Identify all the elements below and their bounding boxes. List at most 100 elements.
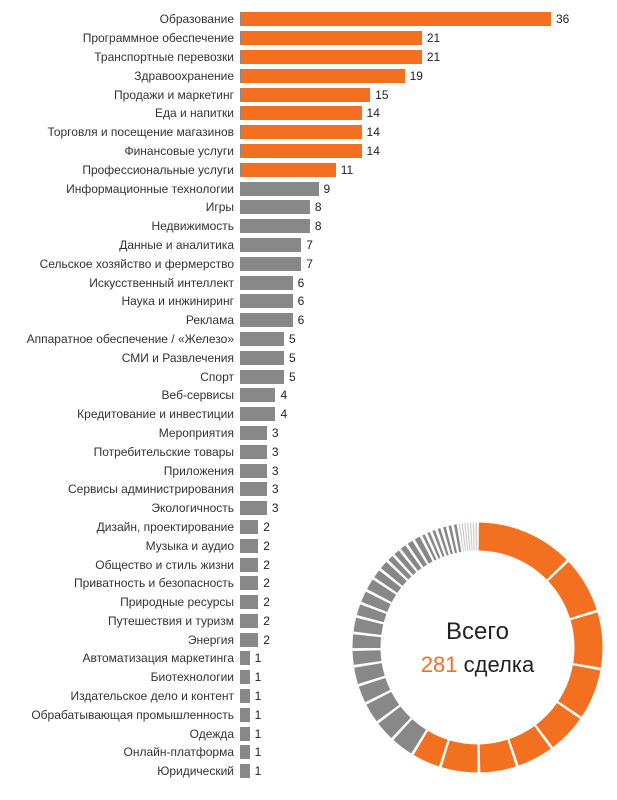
bar-label: Недвижимость bbox=[0, 219, 240, 233]
bar-value: 3 bbox=[267, 426, 279, 440]
bar-fill bbox=[241, 125, 362, 139]
bar-value: 6 bbox=[293, 313, 305, 327]
bar-track: 4 bbox=[240, 407, 617, 421]
bar-label: Энергия bbox=[0, 633, 240, 647]
bar-label: Спорт bbox=[0, 370, 240, 384]
bar-fill bbox=[241, 69, 405, 83]
bar-fill bbox=[241, 257, 301, 271]
bar-label: Приложения bbox=[0, 464, 240, 478]
bar-fill bbox=[241, 238, 301, 252]
bar-value: 4 bbox=[275, 407, 287, 421]
bar-value: 36 bbox=[551, 12, 569, 26]
bar-label: Образование bbox=[0, 12, 240, 26]
bar-track: 19 bbox=[240, 69, 617, 83]
bar-track: 8 bbox=[240, 200, 617, 214]
bar-value: 2 bbox=[258, 558, 270, 572]
bar-value: 19 bbox=[405, 69, 423, 83]
bar-value: 2 bbox=[258, 614, 270, 628]
bar-track: 6 bbox=[240, 313, 617, 327]
bar-label: Программное обеспечение bbox=[0, 31, 240, 45]
bar-track: 3 bbox=[240, 482, 617, 496]
bar-value: 2 bbox=[258, 633, 270, 647]
bar-track: 7 bbox=[240, 238, 617, 252]
bar-track: 11 bbox=[240, 163, 617, 177]
bar-label: Дизайн, проектирование bbox=[0, 520, 240, 534]
bar-label: Сервисы администрирования bbox=[0, 482, 240, 496]
bar-fill bbox=[241, 106, 362, 120]
bar-track: 14 bbox=[240, 144, 617, 158]
bar-track: 3 bbox=[240, 464, 617, 478]
bar-label: Автоматизация маркетинга bbox=[0, 651, 240, 665]
bar-label: Искусственный интеллект bbox=[0, 276, 240, 290]
bar-fill bbox=[241, 163, 336, 177]
bar-track: 3 bbox=[240, 445, 617, 459]
bar-track: 36 bbox=[240, 12, 617, 26]
bar-value: 2 bbox=[258, 520, 270, 534]
bar-value: 6 bbox=[293, 294, 305, 308]
donut-center: Всего 281 сделка bbox=[350, 520, 605, 775]
bar-label: СМИ и Развлечения bbox=[0, 351, 240, 365]
bar-fill bbox=[241, 276, 293, 290]
bar-label: Потребительские товары bbox=[0, 445, 240, 459]
bar-fill bbox=[241, 501, 267, 515]
bar-fill bbox=[241, 633, 258, 647]
bar-label: Обрабатывающая промышленность bbox=[0, 708, 240, 722]
bar-value: 2 bbox=[258, 576, 270, 590]
donut-total-value: 281 bbox=[421, 652, 458, 677]
bar-label: Реклама bbox=[0, 313, 240, 327]
bar-fill bbox=[241, 745, 250, 759]
bar-value: 8 bbox=[310, 200, 322, 214]
bar-row: Сельское хозяйство и фермерство7 bbox=[0, 254, 617, 273]
bar-row: Кредитование и инвестиции4 bbox=[0, 405, 617, 424]
bar-value: 15 bbox=[370, 88, 388, 102]
bar-fill bbox=[241, 727, 250, 741]
bar-label: Экологичность bbox=[0, 501, 240, 515]
bar-value: 2 bbox=[258, 595, 270, 609]
bar-label: Торговля и посещение магазинов bbox=[0, 125, 240, 139]
bar-row: Экологичность 3 bbox=[0, 499, 617, 518]
bar-fill bbox=[241, 426, 267, 440]
bar-fill bbox=[241, 614, 258, 628]
bar-value: 1 bbox=[250, 764, 262, 778]
bar-fill bbox=[241, 558, 258, 572]
bar-fill bbox=[241, 651, 250, 665]
bar-fill bbox=[241, 313, 293, 327]
donut-total-word: сделка bbox=[464, 652, 535, 677]
donut-subtitle: 281 сделка bbox=[421, 652, 534, 678]
bar-row: Игры8 bbox=[0, 198, 617, 217]
bar-track: 14 bbox=[240, 125, 617, 139]
bar-label: Мероприятия bbox=[0, 426, 240, 440]
bar-label: Биотехнологии bbox=[0, 670, 240, 684]
bar-label: Транспортные перевозки bbox=[0, 50, 240, 64]
bar-value: 2 bbox=[258, 539, 270, 553]
bar-value: 1 bbox=[250, 708, 262, 722]
bar-label: Общество и стиль жизни bbox=[0, 558, 240, 572]
bar-row: Аппаратное обеспечение / «Железо»5 bbox=[0, 330, 617, 349]
bar-row: Веб-сервисы4 bbox=[0, 386, 617, 405]
bar-label: Путешествия и туризм bbox=[0, 614, 240, 628]
bar-row: Данные и аналитика7 bbox=[0, 236, 617, 255]
bar-fill bbox=[241, 219, 310, 233]
bar-fill bbox=[241, 670, 250, 684]
bar-track: 6 bbox=[240, 294, 617, 308]
bar-fill bbox=[241, 445, 267, 459]
bar-track: 5 bbox=[240, 351, 617, 365]
bar-value: 1 bbox=[250, 727, 262, 741]
bar-row: Сервисы администрирования3 bbox=[0, 480, 617, 499]
bar-track: 6 bbox=[240, 276, 617, 290]
bar-fill bbox=[241, 88, 370, 102]
bar-label: Музыка и аудио bbox=[0, 539, 240, 553]
bar-value: 21 bbox=[422, 50, 440, 64]
bar-track: 21 bbox=[240, 50, 617, 64]
bar-track: 8 bbox=[240, 219, 617, 233]
bar-row: Профессиональные услуги11 bbox=[0, 160, 617, 179]
bar-track: 5 bbox=[240, 332, 617, 346]
bar-fill bbox=[241, 182, 319, 196]
donut-title: Всего bbox=[446, 618, 509, 646]
bar-row: Потребительские товары3 bbox=[0, 442, 617, 461]
bar-fill bbox=[241, 595, 258, 609]
bar-fill bbox=[241, 31, 422, 45]
bar-value: 3 bbox=[267, 501, 279, 515]
bar-label: Наука и инжиниринг bbox=[0, 294, 240, 308]
bar-value: 14 bbox=[362, 106, 380, 120]
